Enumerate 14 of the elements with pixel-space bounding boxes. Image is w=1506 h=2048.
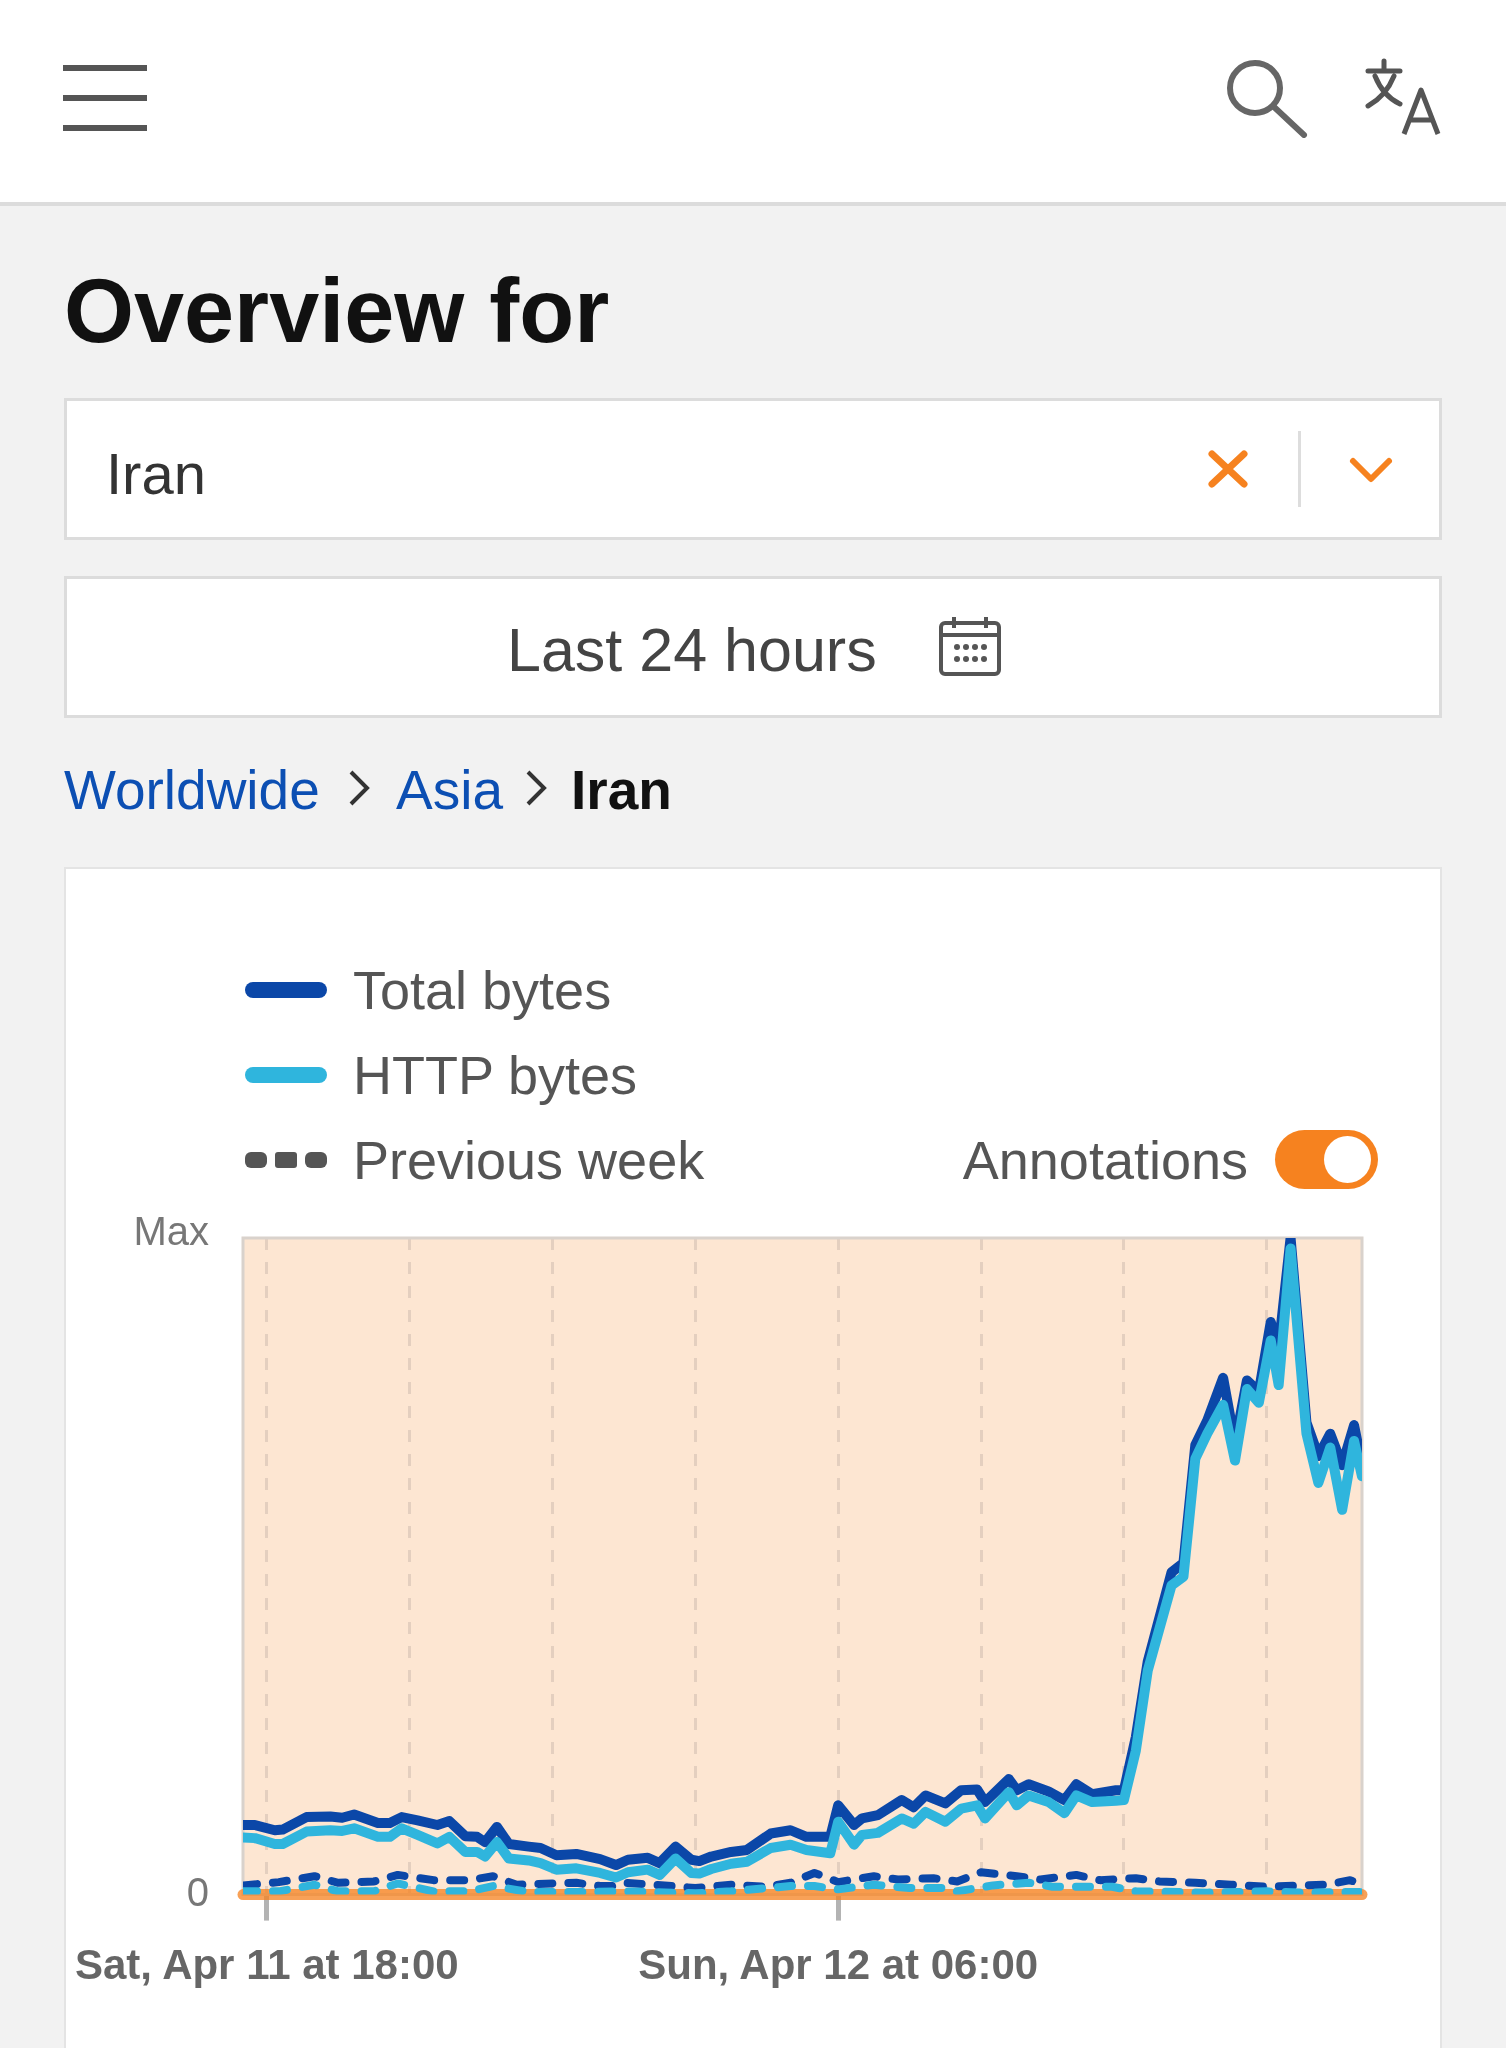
text: Worldwide — [64, 759, 320, 821]
x-tick-label: Sat, Apr 11 at 18:00 — [74, 1941, 459, 1989]
text: Annotations — [962, 1130, 1248, 1190]
text: Iran — [106, 441, 206, 506]
text: 0 — [186, 1869, 209, 1914]
legend-label: Total bytes — [353, 960, 612, 1020]
text: Previous week — [353, 1130, 705, 1190]
x-tick-label: Sun, Apr 12 at 06:00 — [638, 1941, 1039, 1989]
chart-title: Overview for — [64, 261, 610, 361]
text: Max — [133, 1209, 209, 1254]
text: Iran — [571, 759, 672, 821]
legend-label: HTTP bytes — [353, 1045, 638, 1105]
text: Asia — [396, 759, 503, 821]
text: Last 24 hours — [507, 616, 877, 684]
